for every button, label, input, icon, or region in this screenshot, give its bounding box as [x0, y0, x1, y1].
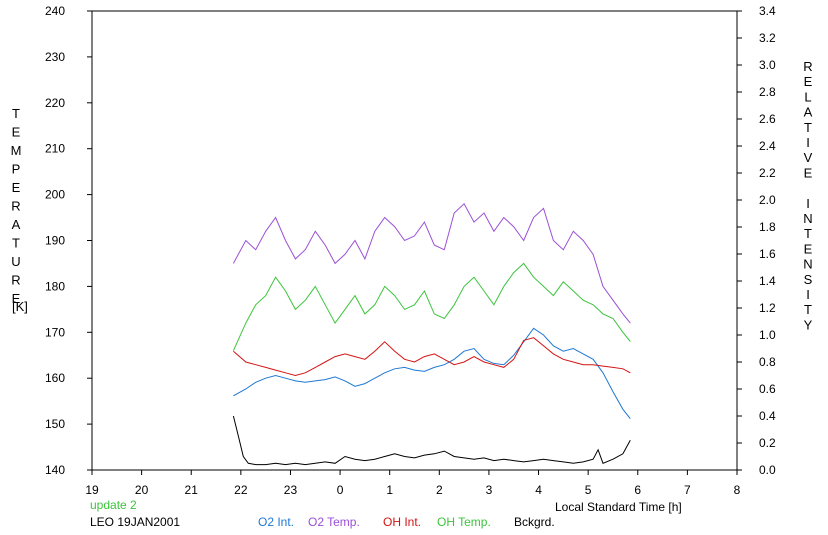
left-tick-label: 140 — [45, 463, 65, 477]
left-tick-label: 160 — [45, 371, 65, 385]
left-tick-label: 210 — [45, 142, 65, 156]
series-line-o2-int — [233, 327, 631, 420]
legend-bckgrd: Bckgrd. — [514, 515, 555, 529]
left-axis-label-letter: U — [11, 254, 20, 269]
right-tick-label: 2.4 — [759, 139, 776, 153]
x-tick-label: 5 — [585, 483, 592, 497]
left-axis-unit: [K] — [12, 299, 28, 314]
left-tick-label: 230 — [45, 50, 65, 64]
legend-o2-temp: O2 Temp. — [308, 515, 360, 529]
left-axis-label-letter: E — [12, 125, 21, 140]
right-axis-label-letter: I — [806, 196, 810, 211]
right-tick-label: 1.2 — [759, 301, 776, 315]
x-tick-label: 1 — [386, 483, 393, 497]
right-axis-label-letter: N — [803, 257, 812, 272]
x-tick-label: 22 — [234, 483, 248, 497]
station-date-annotation: LEO 19JAN2001 — [90, 515, 180, 529]
left-axis-label-letter: T — [12, 236, 20, 251]
left-axis-label-letter: T — [12, 106, 20, 121]
series-layer — [232, 202, 631, 466]
right-axis-label-letter: E — [804, 165, 813, 180]
right-tick-label: 1.6 — [759, 247, 776, 261]
left-tick-label: 150 — [45, 417, 65, 431]
x-tick-label: 2 — [436, 483, 443, 497]
right-tick-label: 2.2 — [759, 166, 776, 180]
right-axis-label-letter: T — [804, 120, 812, 135]
right-tick-label: 1.0 — [759, 328, 776, 342]
label-layer: 1401501601701801902002102202302400.00.20… — [11, 4, 813, 497]
x-tick-label: 6 — [634, 483, 641, 497]
left-tick-label: 170 — [45, 325, 65, 339]
left-axis-label-letter: R — [11, 273, 20, 288]
left-tick-label: 220 — [45, 96, 65, 110]
right-axis-label-letter: I — [806, 287, 810, 302]
series-line-oh-int — [233, 337, 631, 377]
right-axis-label-letter: S — [804, 272, 813, 287]
right-tick-label: 0.0 — [759, 463, 776, 477]
x-tick-label: 7 — [684, 483, 691, 497]
plot-frame — [91, 10, 738, 471]
right-tick-label: 0.2 — [759, 436, 776, 450]
right-tick-label: 2.0 — [759, 193, 776, 207]
right-tick-label: 3.2 — [759, 31, 776, 45]
right-axis-label-letter: V — [804, 150, 813, 165]
right-axis-label-letter: N — [803, 211, 812, 226]
left-axis-label-letter: M — [11, 143, 22, 158]
right-tick-label: 0.4 — [759, 409, 776, 423]
x-tick-label: 21 — [185, 483, 199, 497]
x-tick-label: 19 — [85, 483, 99, 497]
left-tick-label: 200 — [45, 188, 65, 202]
right-tick-label: 2.6 — [759, 112, 776, 126]
right-tick-label: 1.8 — [759, 220, 776, 234]
left-axis-label-letter: E — [12, 291, 21, 306]
series-line-o2-temp — [232, 202, 631, 324]
x-tick-label: 0 — [337, 483, 344, 497]
x-tick-label: 20 — [135, 483, 149, 497]
update-annotation: update 2 — [90, 498, 137, 512]
right-tick-label: 0.8 — [759, 355, 776, 369]
right-tick-label: 3.4 — [759, 4, 776, 18]
x-tick-label: 23 — [284, 483, 298, 497]
x-tick-label: 8 — [734, 483, 741, 497]
left-tick-label: 240 — [45, 4, 65, 18]
right-axis-label-letter: E — [804, 74, 813, 89]
legend-oh-int: OH Int. — [383, 515, 421, 529]
left-axis-label-letter: A — [12, 217, 21, 232]
right-tick-label: 3.0 — [759, 58, 776, 72]
left-tick-label: 180 — [45, 279, 65, 293]
right-axis-label-letter: Y — [804, 317, 813, 332]
right-axis-label-letter: R — [803, 59, 812, 74]
right-axis-label-letter: T — [804, 302, 812, 317]
right-axis-label-letter: L — [804, 89, 811, 104]
right-axis-label-letter: T — [804, 226, 812, 241]
right-tick-label: 1.4 — [759, 274, 776, 288]
right-axis-label-letter: A — [804, 105, 813, 120]
legend-o2-int: O2 Int. — [258, 515, 294, 529]
series-line-oh-temp — [232, 262, 631, 351]
x-axis-label: Local Standard Time [h] — [555, 500, 682, 514]
left-axis-label-letter: E — [12, 180, 21, 195]
left-axis-label-letter: R — [11, 199, 20, 214]
legend-oh-temp: OH Temp. — [437, 515, 491, 529]
x-tick-label: 3 — [486, 483, 493, 497]
right-tick-label: 2.8 — [759, 85, 776, 99]
axis-ticks — [87, 10, 742, 475]
x-tick-label: 4 — [535, 483, 542, 497]
right-axis-label-letter: E — [804, 241, 813, 256]
left-axis-label-letter: P — [12, 162, 21, 177]
right-axis-label-letter: I — [806, 135, 810, 150]
right-tick-label: 0.6 — [759, 382, 776, 396]
series-line-bckgrd — [232, 415, 631, 466]
left-tick-label: 190 — [45, 234, 65, 248]
